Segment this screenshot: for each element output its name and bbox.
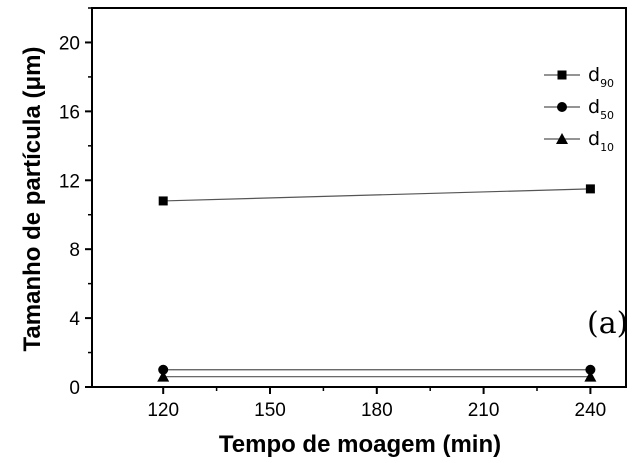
plot-frame	[91, 7, 627, 388]
x-axis-title: Tempo de moagem (min)	[219, 431, 501, 458]
legend-label-main: d	[588, 128, 600, 150]
y-tick-label: 16	[59, 102, 80, 123]
x-tick-label: 180	[361, 400, 393, 421]
legend-label-sub: 50	[600, 109, 614, 122]
y-tick-label: 20	[59, 33, 80, 54]
legend-label: d10	[588, 128, 614, 154]
y-tick-label: 0	[69, 378, 80, 399]
x-axis-ticks: 120 150 180 210 240	[147, 387, 606, 421]
x-tick-label: 120	[147, 400, 179, 421]
y-tick-label: 8	[69, 240, 80, 261]
y-tick-label: 12	[59, 171, 80, 192]
legend-label-main: d	[588, 64, 600, 86]
data-point-d50	[585, 364, 596, 375]
legend-label-sub: 90	[600, 77, 614, 90]
data-point-d10	[584, 370, 597, 382]
data-point-d90	[158, 196, 168, 206]
data-point-d90	[585, 184, 595, 194]
series-line-d90	[163, 188, 591, 202]
x-tick-label: 150	[254, 400, 286, 421]
series-layer	[157, 184, 597, 382]
legend-label: d90	[588, 64, 614, 90]
y-axis-ticks: 0 4 8 12 16 20	[59, 7, 92, 399]
x-tick-label: 240	[575, 400, 607, 421]
data-point-d50	[158, 364, 169, 375]
legend-marker	[556, 133, 568, 144]
plot-border	[91, 7, 627, 388]
panel-label: (a)	[587, 306, 628, 341]
legend-label: d50	[588, 96, 614, 122]
legend-label-sub: 10	[600, 141, 614, 154]
legend-marker	[557, 70, 567, 80]
y-axis-title: Tamanho de partícula (μm)	[19, 47, 46, 352]
legend-label-main: d	[588, 96, 600, 118]
x-tick-label: 210	[468, 400, 500, 421]
data-point-d10	[157, 370, 170, 382]
y-tick-label: 4	[69, 309, 80, 330]
legend-marker	[557, 102, 567, 112]
